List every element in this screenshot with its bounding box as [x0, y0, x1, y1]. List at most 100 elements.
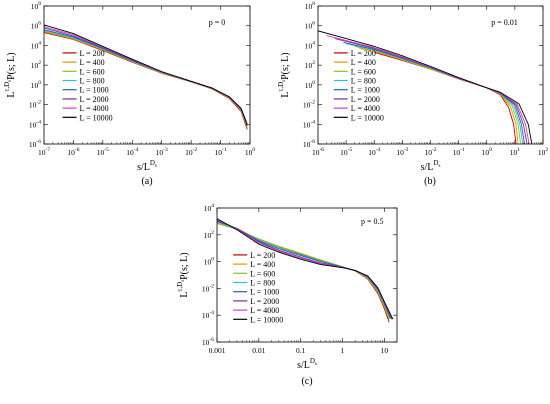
series-line-3 [217, 223, 390, 319]
legend-label: L = 400 [80, 58, 105, 67]
legend-label: L = 1000 [250, 288, 279, 297]
y-tick-label: 100 [31, 80, 42, 90]
legend-label: L = 2000 [250, 297, 279, 306]
x-tick-label: 10-6 [67, 147, 79, 157]
x-tick-label: 1 [341, 346, 345, 355]
series-group [318, 30, 533, 144]
y-tick-label: 100 [305, 80, 316, 90]
x-tick-label: 0.01 [252, 346, 265, 355]
panel-caption: (c) [301, 376, 312, 387]
x-tick-label: 10-1 [453, 147, 465, 157]
y-tick-label: 10-6 [29, 139, 41, 149]
series-line-8 [217, 218, 394, 320]
x-tick-label: 10-2 [185, 147, 197, 157]
y-tick-label: 10-2 [303, 100, 315, 110]
panel-caption: (b) [424, 176, 436, 187]
x-tick-label: 101 [510, 147, 521, 157]
panel-a: 10-7 10-6 10-5 10-4 10-3 10-2 10-1 10010-610-41… [3, 1, 255, 187]
x-tick-label: 100 [482, 147, 493, 157]
legend-label: L = 800 [351, 77, 376, 86]
legend-label: L = 10000 [80, 113, 113, 122]
y-tick-label: 10-2 [202, 283, 214, 293]
panel-b: 10-6 10-5 10-4 10-3 10-2 10-1 100 101 102 10-6 10-… [277, 1, 548, 187]
x-tick-label: 10-2 [424, 147, 436, 157]
x-tick-label: 10-6 [312, 147, 324, 157]
panel-annotation: p = 0 [209, 18, 226, 27]
x-tick-label: 10-5 [340, 147, 352, 157]
series-group [217, 218, 394, 323]
series-line-6 [217, 219, 393, 320]
y-axis-label: Lτ,DsP(s; L) [277, 52, 291, 97]
x-tick-label: 10-7 [38, 147, 50, 157]
series-line-8 [44, 24, 248, 125]
x-axis-label: s/LDs [297, 357, 317, 371]
y-tick-label: 10-4 [202, 310, 214, 320]
legend-label: L = 1000 [80, 86, 109, 95]
x-tick-label: 10-3 [156, 147, 168, 157]
legend-label: L = 10000 [351, 113, 384, 122]
legend-label: L = 800 [80, 77, 105, 86]
panel-annotation: p = 0.01 [491, 18, 518, 27]
legend-label: L = 400 [351, 58, 376, 67]
series-line-1 [217, 220, 390, 323]
y-tick-label: 108 [305, 1, 316, 11]
x-tick-label: 0.001 [209, 346, 226, 355]
series-line-2 [217, 222, 390, 320]
series-line-4 [217, 221, 391, 320]
legend-label: L = 200 [80, 49, 105, 58]
y-axis-label: Lτ,DsP(s; L) [3, 52, 17, 97]
x-tick-label: 10-5 [97, 147, 109, 157]
y-tick-label: 10-6 [303, 139, 315, 149]
x-tick-label: 10 [381, 346, 389, 355]
y-tick-label: 10-2 [29, 100, 41, 110]
x-tick-label: 102 [538, 147, 549, 157]
legend-label: L = 4000 [250, 306, 279, 315]
y-tick-label: 104 [305, 40, 316, 50]
y-tick-label: 10-4 [303, 119, 315, 129]
y-tick-label: 10-4 [29, 119, 41, 129]
plot-frame [216, 207, 398, 343]
legend-label: L = 10000 [250, 315, 283, 324]
y-tick-label: 108 [31, 1, 42, 11]
x-tick-label: 0.1 [296, 346, 306, 355]
plot-frame [43, 5, 251, 145]
x-tick-label: 10-4 [126, 147, 138, 157]
y-tick-label: 102 [204, 230, 215, 240]
panel-annotation: p = 0.5 [361, 217, 384, 226]
legend-label: L = 200 [250, 251, 275, 260]
series-line-2 [359, 47, 519, 144]
legend-label: L = 1000 [351, 86, 380, 95]
series-line-4 [44, 29, 248, 127]
series-line-8 [318, 30, 533, 144]
x-tick-label: 10-1 [215, 147, 227, 157]
y-tick-label: 100 [204, 257, 215, 267]
legend-label: L = 200 [351, 49, 376, 58]
series-line-7 [44, 26, 248, 125]
legend-label: L = 400 [250, 260, 275, 269]
legend-label: L = 600 [80, 67, 105, 76]
series-line-5 [217, 220, 391, 319]
series-line-6 [44, 27, 248, 126]
legend-label: L = 4000 [351, 104, 380, 113]
y-tick-label: 10-6 [202, 337, 214, 347]
series-line-3 [44, 30, 248, 128]
y-tick-label: 106 [31, 21, 42, 31]
legend-label: L = 800 [250, 279, 275, 288]
x-tick-label: 10-3 [396, 147, 408, 157]
y-tick-label: 102 [305, 60, 316, 70]
y-tick-label: 106 [305, 21, 316, 31]
series-line-1 [374, 51, 517, 144]
x-axis-label: s/LDs [137, 159, 157, 173]
y-tick-label: 104 [204, 203, 215, 213]
legend-label: L = 600 [250, 269, 275, 278]
panel-caption: (a) [141, 176, 152, 187]
x-tick-label: 10-4 [368, 147, 380, 157]
series-line-5 [44, 29, 248, 126]
legend-label: L = 2000 [351, 95, 380, 104]
y-tick-label: 104 [31, 40, 42, 50]
legend-label: L = 600 [351, 67, 376, 76]
series-group [44, 24, 248, 130]
